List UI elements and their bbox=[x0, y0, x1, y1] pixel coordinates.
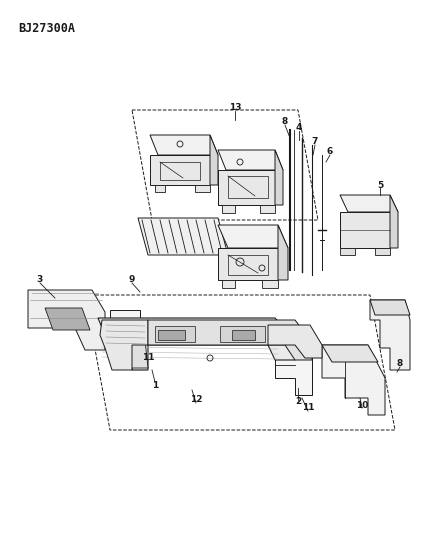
Text: 1: 1 bbox=[152, 381, 158, 390]
Text: 5: 5 bbox=[377, 182, 383, 190]
Text: 7: 7 bbox=[312, 138, 318, 147]
Polygon shape bbox=[340, 248, 355, 255]
Text: 11: 11 bbox=[142, 353, 154, 362]
Polygon shape bbox=[110, 310, 140, 355]
Text: 8: 8 bbox=[282, 117, 288, 126]
Polygon shape bbox=[210, 135, 218, 185]
Polygon shape bbox=[268, 325, 322, 358]
Polygon shape bbox=[195, 185, 210, 192]
Polygon shape bbox=[155, 326, 195, 342]
Polygon shape bbox=[98, 318, 295, 370]
Polygon shape bbox=[278, 225, 288, 280]
Polygon shape bbox=[222, 205, 235, 213]
Polygon shape bbox=[232, 330, 255, 340]
Polygon shape bbox=[275, 150, 283, 205]
Polygon shape bbox=[260, 205, 275, 213]
Polygon shape bbox=[218, 225, 288, 248]
Text: 2: 2 bbox=[295, 398, 301, 407]
Text: 13: 13 bbox=[229, 103, 241, 112]
Polygon shape bbox=[100, 320, 148, 370]
Polygon shape bbox=[28, 290, 105, 350]
Polygon shape bbox=[370, 300, 410, 370]
Polygon shape bbox=[138, 218, 228, 255]
Polygon shape bbox=[340, 212, 390, 248]
Polygon shape bbox=[262, 280, 278, 288]
Text: 11: 11 bbox=[302, 403, 314, 413]
Polygon shape bbox=[218, 150, 283, 170]
Polygon shape bbox=[148, 320, 312, 360]
Polygon shape bbox=[108, 340, 148, 368]
Polygon shape bbox=[155, 185, 165, 192]
Text: 3: 3 bbox=[37, 276, 43, 285]
Polygon shape bbox=[370, 300, 410, 315]
Polygon shape bbox=[275, 348, 312, 395]
Polygon shape bbox=[220, 326, 265, 342]
Polygon shape bbox=[222, 280, 235, 288]
Text: 4: 4 bbox=[296, 124, 302, 133]
Polygon shape bbox=[390, 195, 398, 248]
Polygon shape bbox=[158, 330, 185, 340]
Text: 12: 12 bbox=[190, 395, 202, 405]
Text: 6: 6 bbox=[327, 148, 333, 157]
Polygon shape bbox=[322, 345, 378, 362]
Polygon shape bbox=[375, 248, 390, 255]
Text: 8: 8 bbox=[397, 359, 403, 368]
Polygon shape bbox=[218, 248, 278, 280]
Polygon shape bbox=[218, 170, 275, 205]
Polygon shape bbox=[150, 135, 218, 155]
Polygon shape bbox=[150, 155, 210, 185]
Polygon shape bbox=[45, 308, 90, 330]
Text: 10: 10 bbox=[356, 400, 368, 409]
Text: 9: 9 bbox=[129, 276, 135, 285]
Polygon shape bbox=[322, 345, 385, 415]
Text: BJ27300A: BJ27300A bbox=[18, 22, 75, 35]
Polygon shape bbox=[340, 195, 398, 212]
